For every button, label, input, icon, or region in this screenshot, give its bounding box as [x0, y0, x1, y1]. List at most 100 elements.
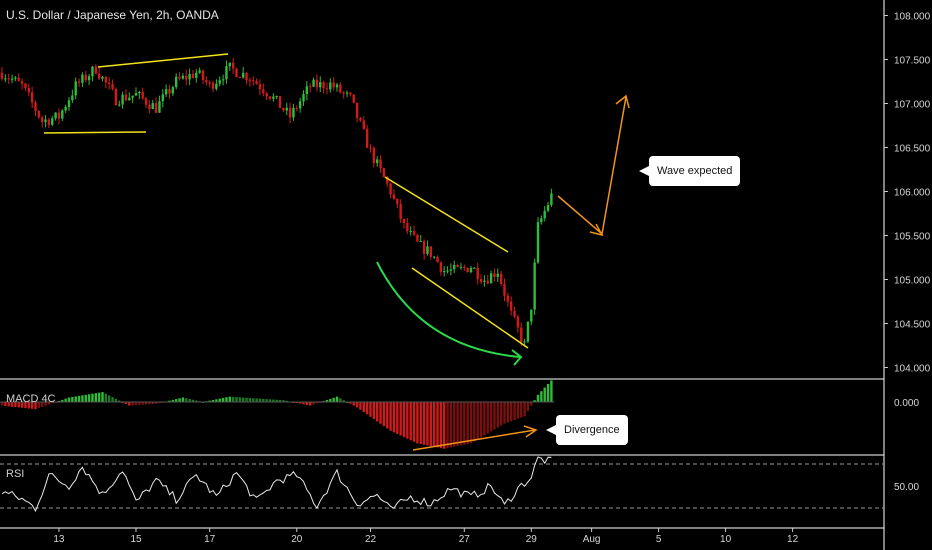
wave-projection-arrowhead-down [589, 223, 604, 237]
candle-body [429, 246, 432, 257]
candle-body [315, 79, 319, 88]
macd-bar [325, 399, 329, 402]
candle-body [178, 76, 181, 79]
macd-bar [369, 402, 372, 417]
candle-body [476, 267, 479, 280]
macd-histogram [0, 380, 553, 449]
macd-bar [0, 402, 4, 406]
macd-bar [493, 402, 496, 430]
macd-bar [17, 402, 20, 408]
candle-body [272, 96, 275, 99]
macd-bar [402, 402, 406, 438]
candle-body [339, 84, 342, 93]
macd-bar [34, 402, 37, 410]
candle-body [292, 107, 295, 118]
macd-bar [248, 397, 252, 402]
macd-bar [342, 400, 345, 402]
candle-body [87, 76, 91, 81]
macd-bar [44, 402, 47, 406]
candle-body [325, 88, 329, 90]
candle-body [134, 93, 138, 96]
macd-bar [349, 402, 352, 404]
candle-body [24, 83, 27, 88]
candle-body [30, 92, 34, 103]
candle-body [151, 103, 154, 110]
candle-body [17, 77, 20, 82]
candle-body [322, 82, 325, 89]
macd-bar [315, 402, 319, 404]
candle-body [446, 270, 449, 272]
candle-body [235, 68, 238, 77]
macd-bar [540, 391, 543, 402]
candle-body [369, 147, 372, 149]
candle-body [419, 240, 422, 242]
candle-body [355, 102, 359, 118]
macd-bar [520, 402, 523, 418]
candle-body [245, 72, 248, 81]
macd-bar [238, 397, 242, 402]
price-axis-label: 108.000 [894, 12, 931, 23]
macd-bar [258, 398, 262, 402]
macd-bar [215, 399, 218, 402]
candle-body [362, 120, 365, 129]
candle-body [503, 283, 506, 296]
candle-body [168, 89, 171, 94]
macd-bar [268, 399, 272, 402]
candle-body [124, 94, 128, 101]
candle-body [252, 80, 255, 82]
candle-body [479, 279, 483, 282]
macd-bar [399, 402, 402, 436]
candle-body [215, 83, 218, 89]
price-axis-label: 105.500 [894, 232, 931, 243]
macd-bar [412, 402, 416, 442]
macd-bar [97, 392, 101, 402]
macd-bar [526, 402, 530, 411]
candle-body [312, 79, 315, 87]
candle-body [131, 95, 134, 98]
candles-group [0, 58, 553, 347]
candle-body [74, 81, 77, 96]
candle-body [483, 280, 486, 282]
macd-bar [406, 402, 409, 439]
price-axis-label: 107.500 [894, 56, 931, 67]
candle-body [309, 86, 312, 88]
wave-projection-arrowhead-up [615, 94, 630, 109]
candle-body [473, 267, 476, 269]
macd-bar [24, 402, 27, 409]
candle-body [389, 183, 392, 195]
macd-bar [453, 402, 456, 447]
candle-body [54, 112, 57, 119]
macd-bar [151, 402, 154, 405]
macd-bar [550, 380, 553, 402]
candle-body [242, 72, 245, 78]
macd-bar [483, 402, 486, 436]
candle-body [208, 82, 211, 84]
candle-body [211, 82, 215, 89]
macd-bar [20, 402, 24, 408]
candle-body [486, 280, 489, 284]
macd-bar [436, 402, 439, 448]
macd-bar [382, 402, 386, 427]
macd-bar [94, 393, 97, 402]
macd-bar [252, 398, 255, 402]
candle-body [439, 262, 443, 272]
candle-body [396, 198, 399, 205]
divergence-line [412, 429, 536, 451]
macd-bar [208, 400, 211, 402]
macd-bar [466, 402, 469, 445]
candle-body [154, 103, 158, 113]
candle-body [392, 194, 396, 199]
macd-bar [486, 402, 489, 434]
macd-bar [275, 399, 278, 402]
candle-body [546, 205, 550, 211]
price-axis-label: 105.000 [894, 276, 931, 287]
macd-bar [114, 398, 118, 402]
macd-bar [64, 398, 67, 402]
candle-body [489, 273, 493, 284]
macd-bar [422, 402, 426, 445]
candle-body [191, 74, 195, 78]
candle-body [372, 148, 376, 164]
candle-body [285, 107, 288, 111]
macd-bar [365, 402, 369, 415]
